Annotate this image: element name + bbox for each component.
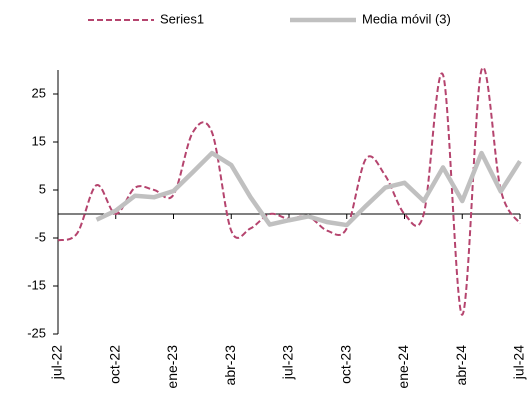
x-tick-label: jul-22 bbox=[49, 345, 65, 380]
x-tick-label: oct-23 bbox=[337, 345, 353, 384]
series-line bbox=[95, 150, 522, 228]
x-tick-label: jul-24 bbox=[511, 345, 527, 380]
legend-label: Series1 bbox=[160, 11, 204, 26]
series-line bbox=[57, 66, 521, 316]
x-tick-label: oct-22 bbox=[106, 345, 122, 384]
y-tick-label: -15 bbox=[27, 277, 46, 292]
x-tick-label: abr-24 bbox=[453, 345, 469, 386]
y-tick-label: -5 bbox=[34, 229, 46, 244]
x-tick-label: jul-23 bbox=[280, 345, 296, 380]
y-tick-label: 15 bbox=[32, 133, 46, 148]
y-tick-label: 25 bbox=[32, 85, 46, 100]
x-tick-label: ene-23 bbox=[164, 345, 180, 389]
y-tick-label: -25 bbox=[27, 325, 46, 340]
legend-label: Media móvil (3) bbox=[362, 11, 451, 26]
y-tick-label: 5 bbox=[39, 181, 46, 196]
x-tick-label: abr-23 bbox=[222, 345, 238, 386]
x-tick-label: ene-24 bbox=[395, 345, 411, 389]
